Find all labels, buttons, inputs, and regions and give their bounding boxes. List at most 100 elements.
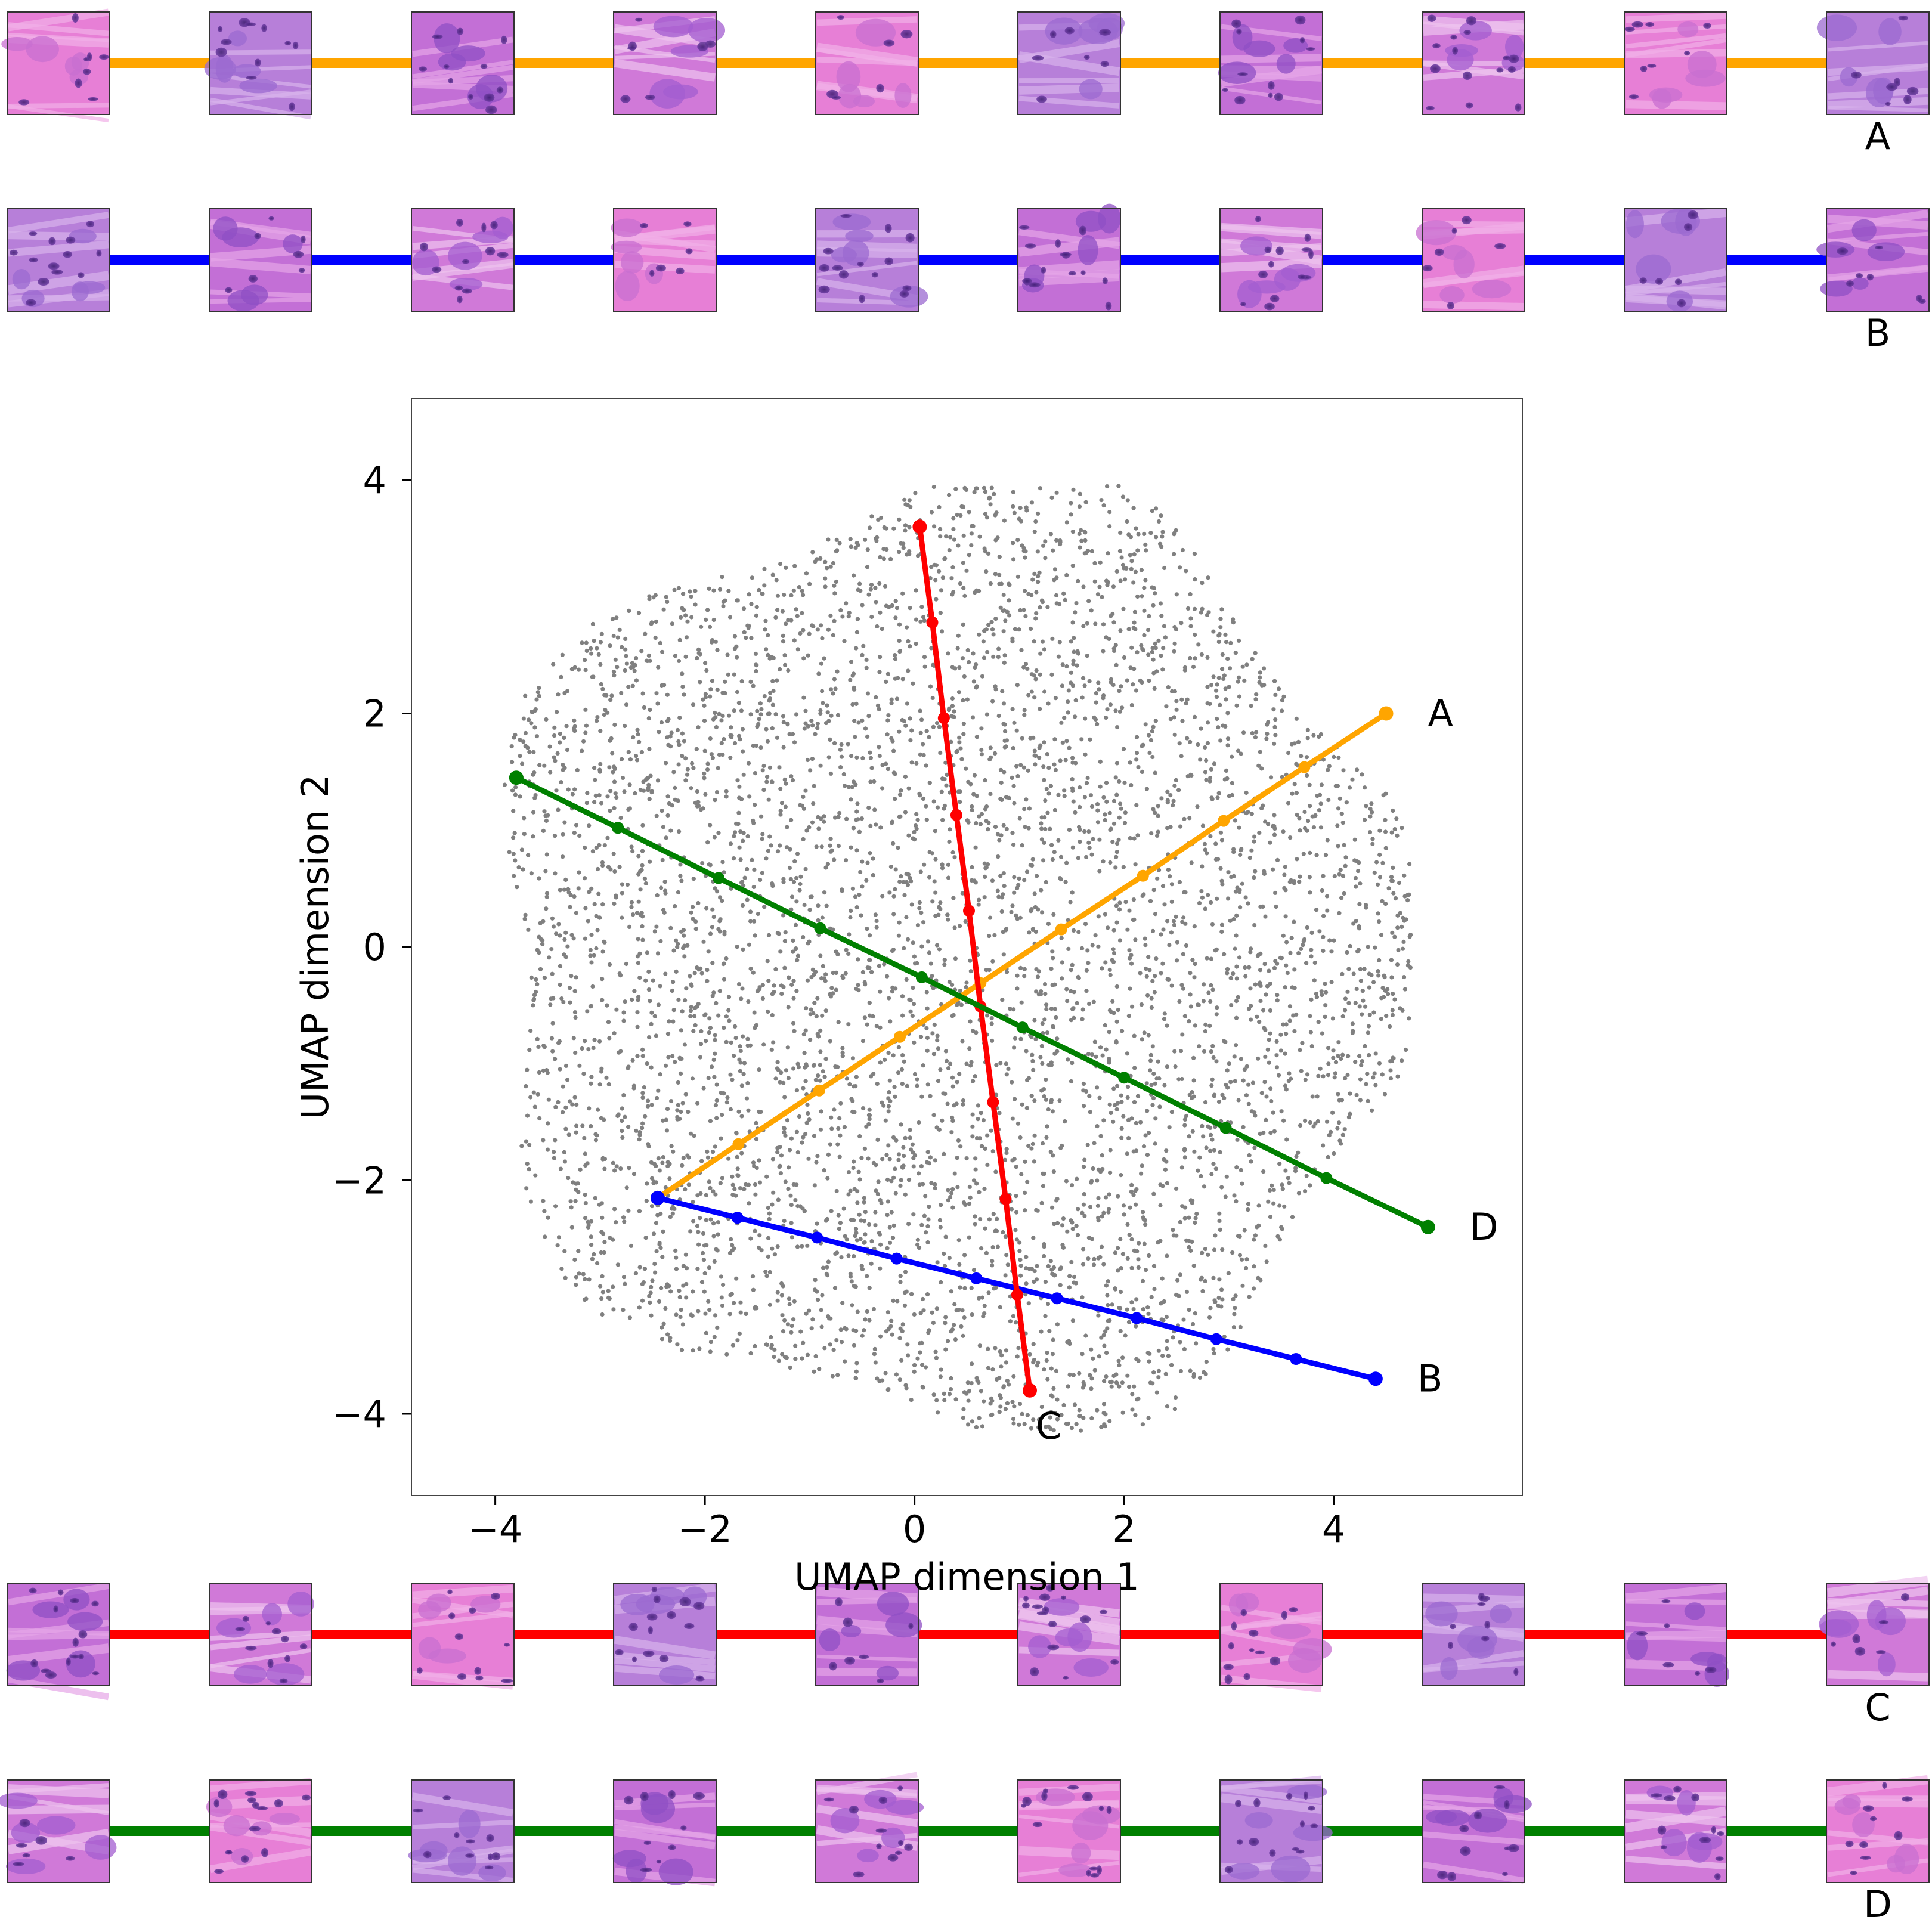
background-point (651, 1181, 656, 1185)
background-point (873, 586, 878, 590)
background-point (996, 655, 1001, 660)
background-point (888, 1019, 893, 1024)
background-point (1100, 966, 1104, 971)
tile-nucleus (631, 1656, 637, 1662)
background-point (1070, 845, 1075, 850)
background-point (1131, 506, 1136, 510)
background-point (647, 797, 652, 801)
histology-tile (1017, 1583, 1121, 1686)
background-point (702, 776, 707, 781)
tile-nucleus (96, 250, 102, 257)
tile-nucleus (1422, 265, 1433, 272)
background-point (537, 1116, 542, 1121)
background-point (1246, 810, 1250, 815)
background-point (655, 893, 660, 898)
background-point (1321, 934, 1326, 939)
background-point (722, 736, 726, 742)
tile-nucleus (1850, 1871, 1857, 1875)
background-point (976, 902, 981, 907)
background-point (813, 1278, 818, 1283)
background-point (1172, 649, 1176, 654)
background-point (1032, 1159, 1037, 1164)
background-point (880, 786, 885, 791)
background-point (689, 1005, 693, 1010)
tile-nucleus (413, 1808, 423, 1813)
background-point (1225, 657, 1230, 661)
background-point (1034, 967, 1039, 972)
background-point (767, 656, 772, 661)
background-point (935, 1410, 940, 1415)
background-point (1178, 1219, 1182, 1225)
background-point (729, 725, 733, 730)
background-point (1241, 1125, 1246, 1129)
background-point (854, 905, 859, 910)
background-point (1234, 933, 1239, 938)
tile-nucleus (829, 1662, 837, 1671)
background-point (1045, 1302, 1051, 1306)
background-point (1237, 1253, 1243, 1258)
background-point (637, 1209, 642, 1213)
background-point (976, 589, 982, 593)
tile-nucleus (48, 237, 56, 246)
background-point (1146, 628, 1151, 633)
background-point (720, 753, 725, 757)
background-point (1147, 750, 1152, 755)
background-point (542, 763, 547, 768)
background-point (748, 1351, 753, 1356)
background-point (620, 775, 626, 781)
background-point (969, 1286, 974, 1290)
background-point (598, 761, 603, 767)
background-point (1325, 908, 1330, 913)
background-point (957, 1072, 962, 1076)
background-point (1095, 1203, 1100, 1208)
background-point (821, 1069, 825, 1074)
background-point (877, 670, 882, 674)
background-point (685, 1153, 690, 1158)
background-point (698, 1042, 704, 1046)
background-point (1030, 1058, 1035, 1063)
background-point (1272, 741, 1277, 746)
background-point (1058, 1145, 1063, 1150)
background-point (1006, 1382, 1011, 1387)
background-point (886, 1199, 891, 1204)
background-point (640, 1121, 645, 1126)
background-point (527, 750, 532, 754)
tile-nucleus (1851, 71, 1862, 79)
background-point (846, 1022, 851, 1027)
background-point (1088, 1205, 1093, 1209)
background-point (551, 662, 556, 667)
background-point (738, 1048, 743, 1054)
background-point (1160, 534, 1165, 539)
background-point (707, 1016, 712, 1021)
background-point (1107, 1318, 1112, 1323)
background-point (1343, 1076, 1348, 1080)
background-point (1156, 804, 1160, 809)
background-point (843, 1234, 847, 1239)
background-point (714, 790, 720, 795)
background-point (800, 589, 804, 593)
background-point (940, 1118, 945, 1123)
background-point (835, 1373, 840, 1377)
background-point (613, 657, 618, 662)
background-point (997, 555, 1002, 559)
background-point (1188, 992, 1193, 997)
background-point (1188, 1368, 1193, 1373)
tile-fiber (411, 1792, 514, 1817)
background-point (1364, 902, 1368, 908)
background-point (665, 599, 670, 605)
background-point (1023, 1208, 1027, 1213)
background-point (1026, 1144, 1031, 1148)
background-point (1180, 919, 1185, 924)
background-point (521, 867, 525, 872)
background-point (524, 1084, 528, 1089)
background-point (627, 1315, 632, 1320)
background-point (710, 907, 715, 912)
tile-nucleus (99, 54, 109, 60)
tile-nucleus (1023, 1596, 1029, 1602)
background-point (735, 1338, 740, 1343)
background-point (1242, 1228, 1247, 1233)
background-point (1308, 1014, 1312, 1018)
background-point (1165, 1339, 1169, 1343)
background-point (1234, 1015, 1239, 1020)
background-point (1292, 741, 1297, 746)
